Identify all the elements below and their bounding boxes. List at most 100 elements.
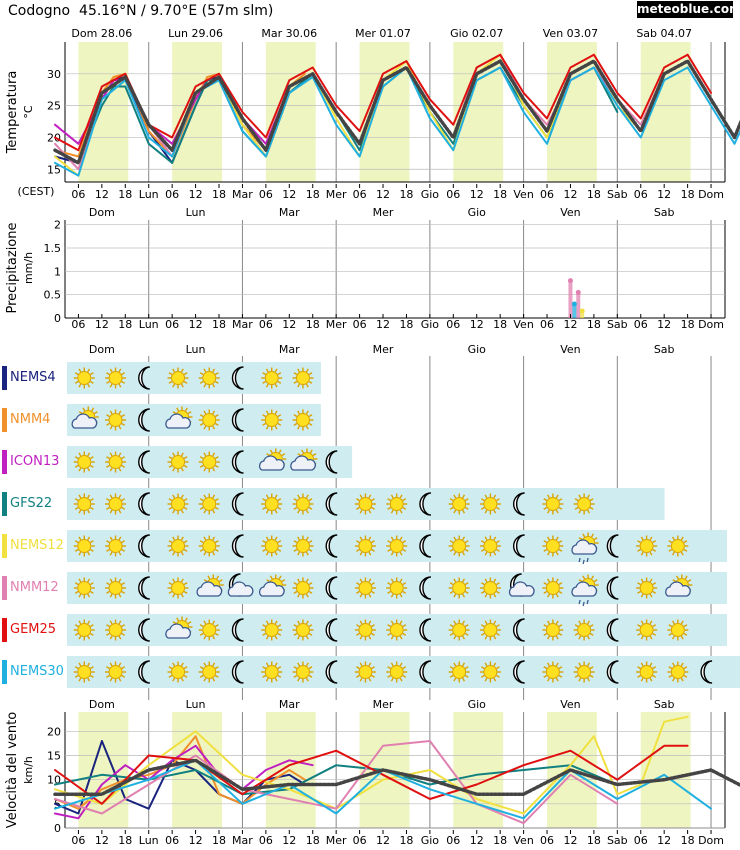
precip-x-tick-label: Lun <box>139 318 159 331</box>
sun-icon <box>292 493 314 515</box>
sun-icon <box>105 367 127 389</box>
temperature-unit: °C <box>22 105 35 119</box>
wind-axis-title: Velocità del vento <box>5 712 20 828</box>
partly-cloudy-icon <box>196 574 224 597</box>
precip-day-label: Sab <box>654 206 675 219</box>
precip-marker <box>567 278 573 284</box>
precip-x-tick-label: 18 <box>118 318 132 331</box>
sun-icon <box>386 493 408 515</box>
wind-x-tick-label: 06 <box>259 834 273 847</box>
temperature-x-tick-label: 06 <box>353 188 367 201</box>
temperature-y-tick-label: 15 <box>47 163 61 176</box>
sun-icon <box>73 367 95 389</box>
wind-x-tick-label: 06 <box>353 834 367 847</box>
cloudy-night-icon <box>227 573 254 597</box>
icon-day-label: Gio <box>468 343 487 356</box>
sun-icon <box>73 493 95 515</box>
temperature-panel-day-band <box>265 42 316 182</box>
sun-icon <box>167 451 189 473</box>
sun-icon <box>167 661 189 683</box>
brand-logo[interactable]: meteoblue.com <box>637 1 740 18</box>
sun-icon <box>573 661 595 683</box>
sun-icon <box>448 619 470 641</box>
wind-day-label: Lun <box>186 698 206 711</box>
moon-icon <box>419 618 432 642</box>
sun-icon <box>73 535 95 557</box>
model-label: GFS22 <box>10 496 53 511</box>
day-header-label: Mer 01.07 <box>355 27 411 40</box>
sun-icon <box>198 409 220 431</box>
day-header-label: Ven 03.07 <box>543 27 598 40</box>
wind-x-tick-label: Dom <box>698 834 724 847</box>
sun-icon <box>354 661 376 683</box>
wind-x-tick-label: 06 <box>446 834 460 847</box>
sun-icon <box>198 619 220 641</box>
precip-day-label: Mer <box>373 206 394 219</box>
temperature-x-tick-label: 18 <box>118 188 132 201</box>
sun-icon <box>105 661 127 683</box>
model-color-swatch <box>2 408 7 432</box>
precip-bar <box>572 304 577 318</box>
precip-x-tick-label: 18 <box>306 318 320 331</box>
sun-icon <box>573 619 595 641</box>
temperature-x-tick-label: 18 <box>587 188 601 201</box>
icon-day-label: Lun <box>186 343 206 356</box>
temperature-y-tick-label: 20 <box>47 131 61 144</box>
precip-y-tick-label: 0 <box>54 312 61 325</box>
precip-x-tick-label: Mer <box>326 318 347 331</box>
precip-x-tick-label: Gio <box>421 318 440 331</box>
wind-y-tick-label: 0 <box>54 822 61 835</box>
sun-icon <box>636 619 658 641</box>
temperature-x-tick-label: 12 <box>376 188 390 201</box>
temperature-x-tick-label: 12 <box>189 188 203 201</box>
wind-x-tick-label: 18 <box>212 834 226 847</box>
precip-panel-bg <box>65 220 725 318</box>
precip-x-tick-label: 12 <box>189 318 203 331</box>
precip-bar <box>568 280 573 318</box>
wind-x-tick-label: 18 <box>118 834 132 847</box>
wind-day-label: Gio <box>468 698 487 711</box>
cloudy-night-icon <box>508 573 535 597</box>
temperature-x-tick-label: 12 <box>470 188 484 201</box>
sun-icon <box>261 367 283 389</box>
precip-y-tick-label: 2 <box>54 219 61 232</box>
moon-icon <box>325 492 338 516</box>
wind-x-tick-label: Mer <box>326 834 347 847</box>
moon-icon <box>419 534 432 558</box>
model-color-swatch <box>2 576 7 600</box>
wind-x-tick-label: Mar <box>232 834 253 847</box>
sun-icon <box>479 619 501 641</box>
moon-icon <box>419 492 432 516</box>
sun-icon <box>573 493 595 515</box>
sun-icon <box>73 619 95 641</box>
temperature-x-tick-label: Sab <box>607 188 628 201</box>
temperature-x-tick-label: 06 <box>259 188 273 201</box>
moon-icon <box>419 660 432 684</box>
wind-x-tick-label: 18 <box>306 834 320 847</box>
precip-marker <box>579 308 585 314</box>
sun-icon <box>73 451 95 473</box>
precip-x-tick-label: Dom <box>698 318 724 331</box>
sun-icon <box>386 535 408 557</box>
sun-icon <box>73 577 95 599</box>
wind-x-tick-label: 06 <box>165 834 179 847</box>
moon-icon <box>325 450 338 474</box>
precip-x-tick-label: 12 <box>563 318 577 331</box>
model-color-swatch <box>2 492 7 516</box>
sun-icon <box>479 535 501 557</box>
wind-line-nems12 <box>54 715 689 815</box>
sun-icon <box>542 577 564 599</box>
sun-icon <box>292 409 314 431</box>
sun-icon <box>386 661 408 683</box>
temperature-line-gem25 <box>54 53 712 152</box>
wind-x-tick-label: 18 <box>681 834 695 847</box>
temperature-x-tick-label: 06 <box>71 188 85 201</box>
model-label: NMM4 <box>10 412 51 427</box>
temperature-y-tick-label: 30 <box>47 68 61 81</box>
moon-icon <box>606 660 619 684</box>
sun-icon <box>542 535 564 557</box>
wind-x-tick-label: 18 <box>399 834 413 847</box>
temperature-x-tick-label: 06 <box>446 188 460 201</box>
location-title: Codogno 45.16°N / 9.70°E (57m slm) <box>8 3 274 19</box>
precip-x-tick-label: 06 <box>446 318 460 331</box>
